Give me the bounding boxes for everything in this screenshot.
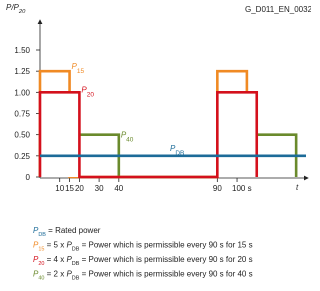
series-label: PDB (170, 144, 184, 157)
text-segment: P/P (6, 3, 20, 12)
text-segment: P (66, 255, 72, 264)
text-segment: P (66, 241, 72, 250)
text-segment: 40 (38, 276, 44, 282)
chart-title: P/P20 (6, 3, 26, 15)
text-segment: P (33, 226, 39, 235)
chart: t G_D011_EN_00328 P/P2000.250.500.751.00… (6, 3, 311, 282)
legend-note: P40 = 2 x PDB = Power which is permissib… (33, 270, 253, 282)
text-segment: = 2 x (44, 270, 66, 279)
text-segment: = Power which is permissible every 90 s … (79, 241, 252, 250)
text-segment: DB (72, 276, 80, 282)
text-segment: P (66, 270, 72, 279)
text-segment: P (72, 62, 78, 71)
text-segment: DB (175, 149, 184, 156)
x-tick-label: 10 (55, 184, 64, 193)
x-tick-label: 15 (65, 184, 74, 193)
text-segment: P (81, 85, 87, 94)
text-segment: 40 (126, 136, 134, 143)
text-segment: 15 (77, 68, 85, 75)
x-axis-label: t (296, 183, 299, 192)
legend-note: PDB = Rated power (33, 226, 101, 238)
text-segment: = Rated power (46, 226, 101, 235)
x-tick-label: 30 (95, 184, 104, 193)
x-tick-label: 100 s (232, 184, 252, 193)
y-tick-label: 0.50 (14, 131, 30, 140)
y-tick-label: 1.25 (14, 67, 30, 76)
text-segment: DB (38, 232, 46, 238)
y-tick-label: 0.75 (14, 110, 30, 119)
text-segment: P (33, 270, 39, 279)
series-label: P15 (72, 62, 85, 75)
legend-note: P20 = 4 x PDB = Power which is permissib… (33, 255, 253, 267)
series-label: P40 (121, 131, 134, 144)
text-segment: DB (72, 247, 80, 253)
text-segment: = Power which is permissible every 90 s … (79, 255, 252, 264)
y-tick-label: 0.25 (14, 152, 30, 161)
text-segment: P (33, 255, 39, 264)
text-segment: P (170, 144, 176, 153)
text-segment: = Power which is permissible every 90 s … (79, 270, 252, 279)
text-segment: P (33, 241, 39, 250)
text-segment: 20 (18, 9, 26, 15)
x-tick-label: 20 (75, 184, 84, 193)
area-fill (40, 92, 257, 177)
y-tick-label: 1.50 (14, 46, 30, 55)
figure-code: G_D011_EN_00328 (245, 5, 311, 14)
text-segment: 20 (87, 91, 95, 98)
text-segment: 20 (38, 261, 44, 267)
series-label: P20 (81, 85, 94, 98)
y-tick-label: 0 (26, 173, 31, 182)
text-segment: = 5 x (44, 241, 66, 250)
text-segment: = 4 x (44, 255, 66, 264)
text-segment: DB (72, 261, 80, 267)
legend-note: P15 = 5 x PDB = Power which is permissib… (33, 241, 253, 253)
x-tick-label: 90 (213, 184, 222, 193)
series-line (38, 91, 259, 179)
x-tick-label: 40 (114, 184, 123, 193)
text-segment: P (121, 131, 127, 140)
y-tick-label: 1.00 (14, 88, 30, 97)
text-segment: 15 (38, 247, 44, 253)
